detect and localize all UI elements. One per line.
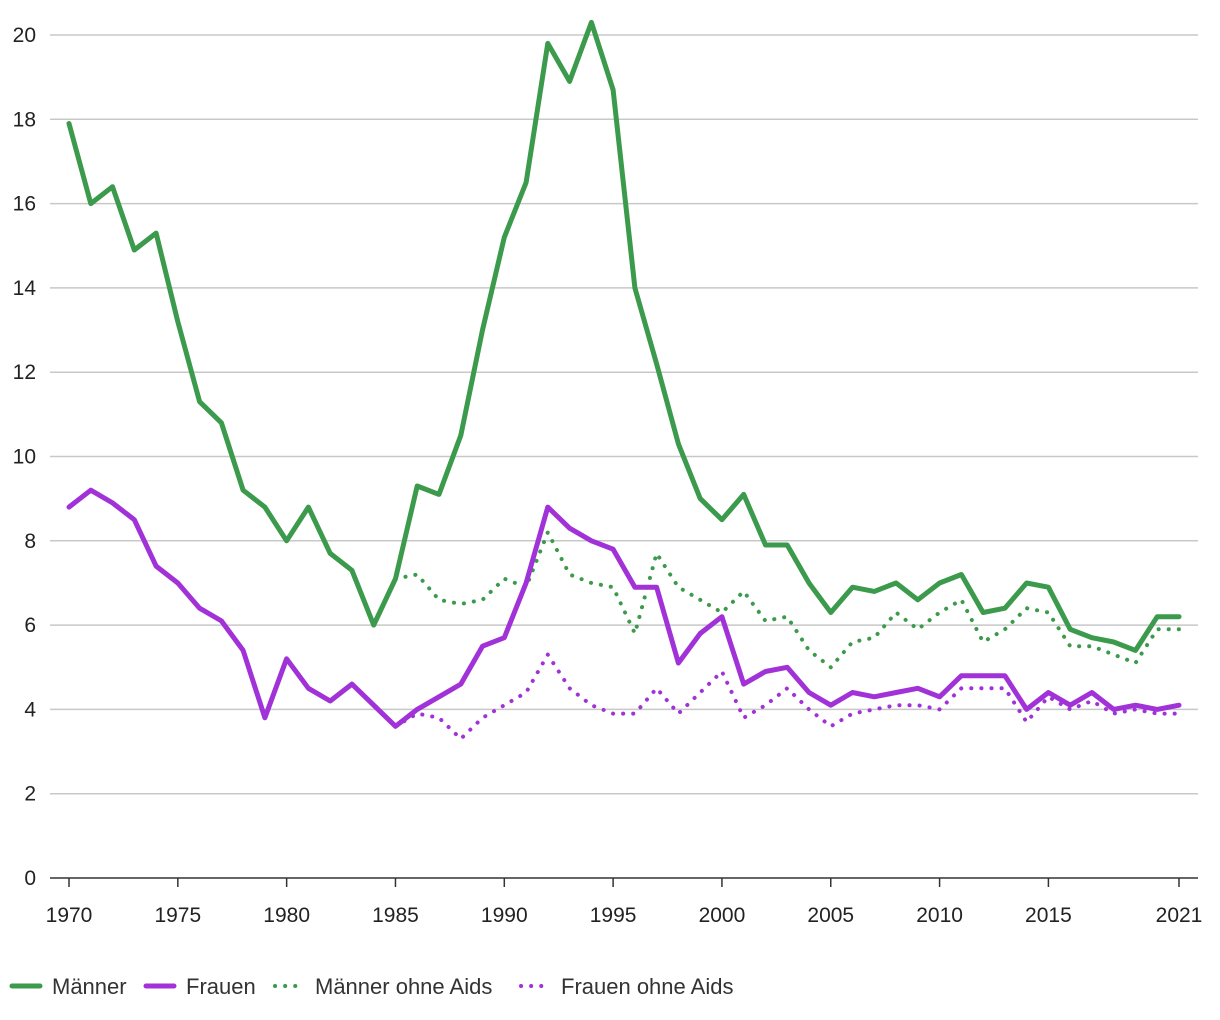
gridlines <box>50 34 1198 795</box>
series-line-frauen <box>66 487 1182 729</box>
y-tick-label: 20 <box>13 24 36 47</box>
y-tick-label: 14 <box>13 277 37 300</box>
y-tick-label: 16 <box>13 193 36 216</box>
x-tick-label: 2015 <box>1025 904 1072 927</box>
x-tick-label: 1995 <box>590 904 637 927</box>
legend-label-frauen-ohne-aids: Frauen ohne Aids <box>561 974 733 999</box>
x-tick-label: 2021 <box>1156 904 1203 927</box>
x-tick-label: 2010 <box>916 904 963 927</box>
x-tick-label: 1970 <box>46 904 93 927</box>
x-tick-label: 1975 <box>154 904 201 927</box>
series-line-maenner <box>66 19 1182 653</box>
x-tick-label: 2000 <box>699 904 746 927</box>
x-axis-tick-labels: 1970 1975 1980 1985 1990 1995 2000 2005 2010 2015… <box>46 904 1203 927</box>
x-tick-label: 2005 <box>807 904 854 927</box>
legend-label-maenner: Männer <box>52 974 127 999</box>
series-lines <box>66 19 1182 741</box>
x-axis <box>50 877 1198 887</box>
x-tick-label: 1980 <box>263 904 310 927</box>
legend: Männer Frauen Männer ohne Aids Frauen ohne … <box>9 974 733 999</box>
legend-label-frauen: Frauen <box>186 974 256 999</box>
y-tick-label: 10 <box>13 446 36 469</box>
y-tick-label: 0 <box>24 867 36 890</box>
legend-label-maenner-ohne-aids: Männer ohne Aids <box>315 974 492 999</box>
y-tick-label: 4 <box>24 698 36 721</box>
y-tick-label: 6 <box>24 614 36 637</box>
y-tick-label: 12 <box>13 361 36 384</box>
series-line-maenner-ohne-aids <box>393 530 1181 670</box>
y-tick-label: 8 <box>24 530 36 553</box>
x-tick-label: 1985 <box>372 904 419 927</box>
y-tick-label: 18 <box>13 108 36 131</box>
y-tick-label: 2 <box>24 783 36 806</box>
x-tick-label: 1990 <box>481 904 528 927</box>
y-axis-tick-labels: 0 2 4 6 8 10 12 14 16 18 20 <box>13 24 37 890</box>
series-line-frauen-ohne-aids <box>393 652 1181 741</box>
